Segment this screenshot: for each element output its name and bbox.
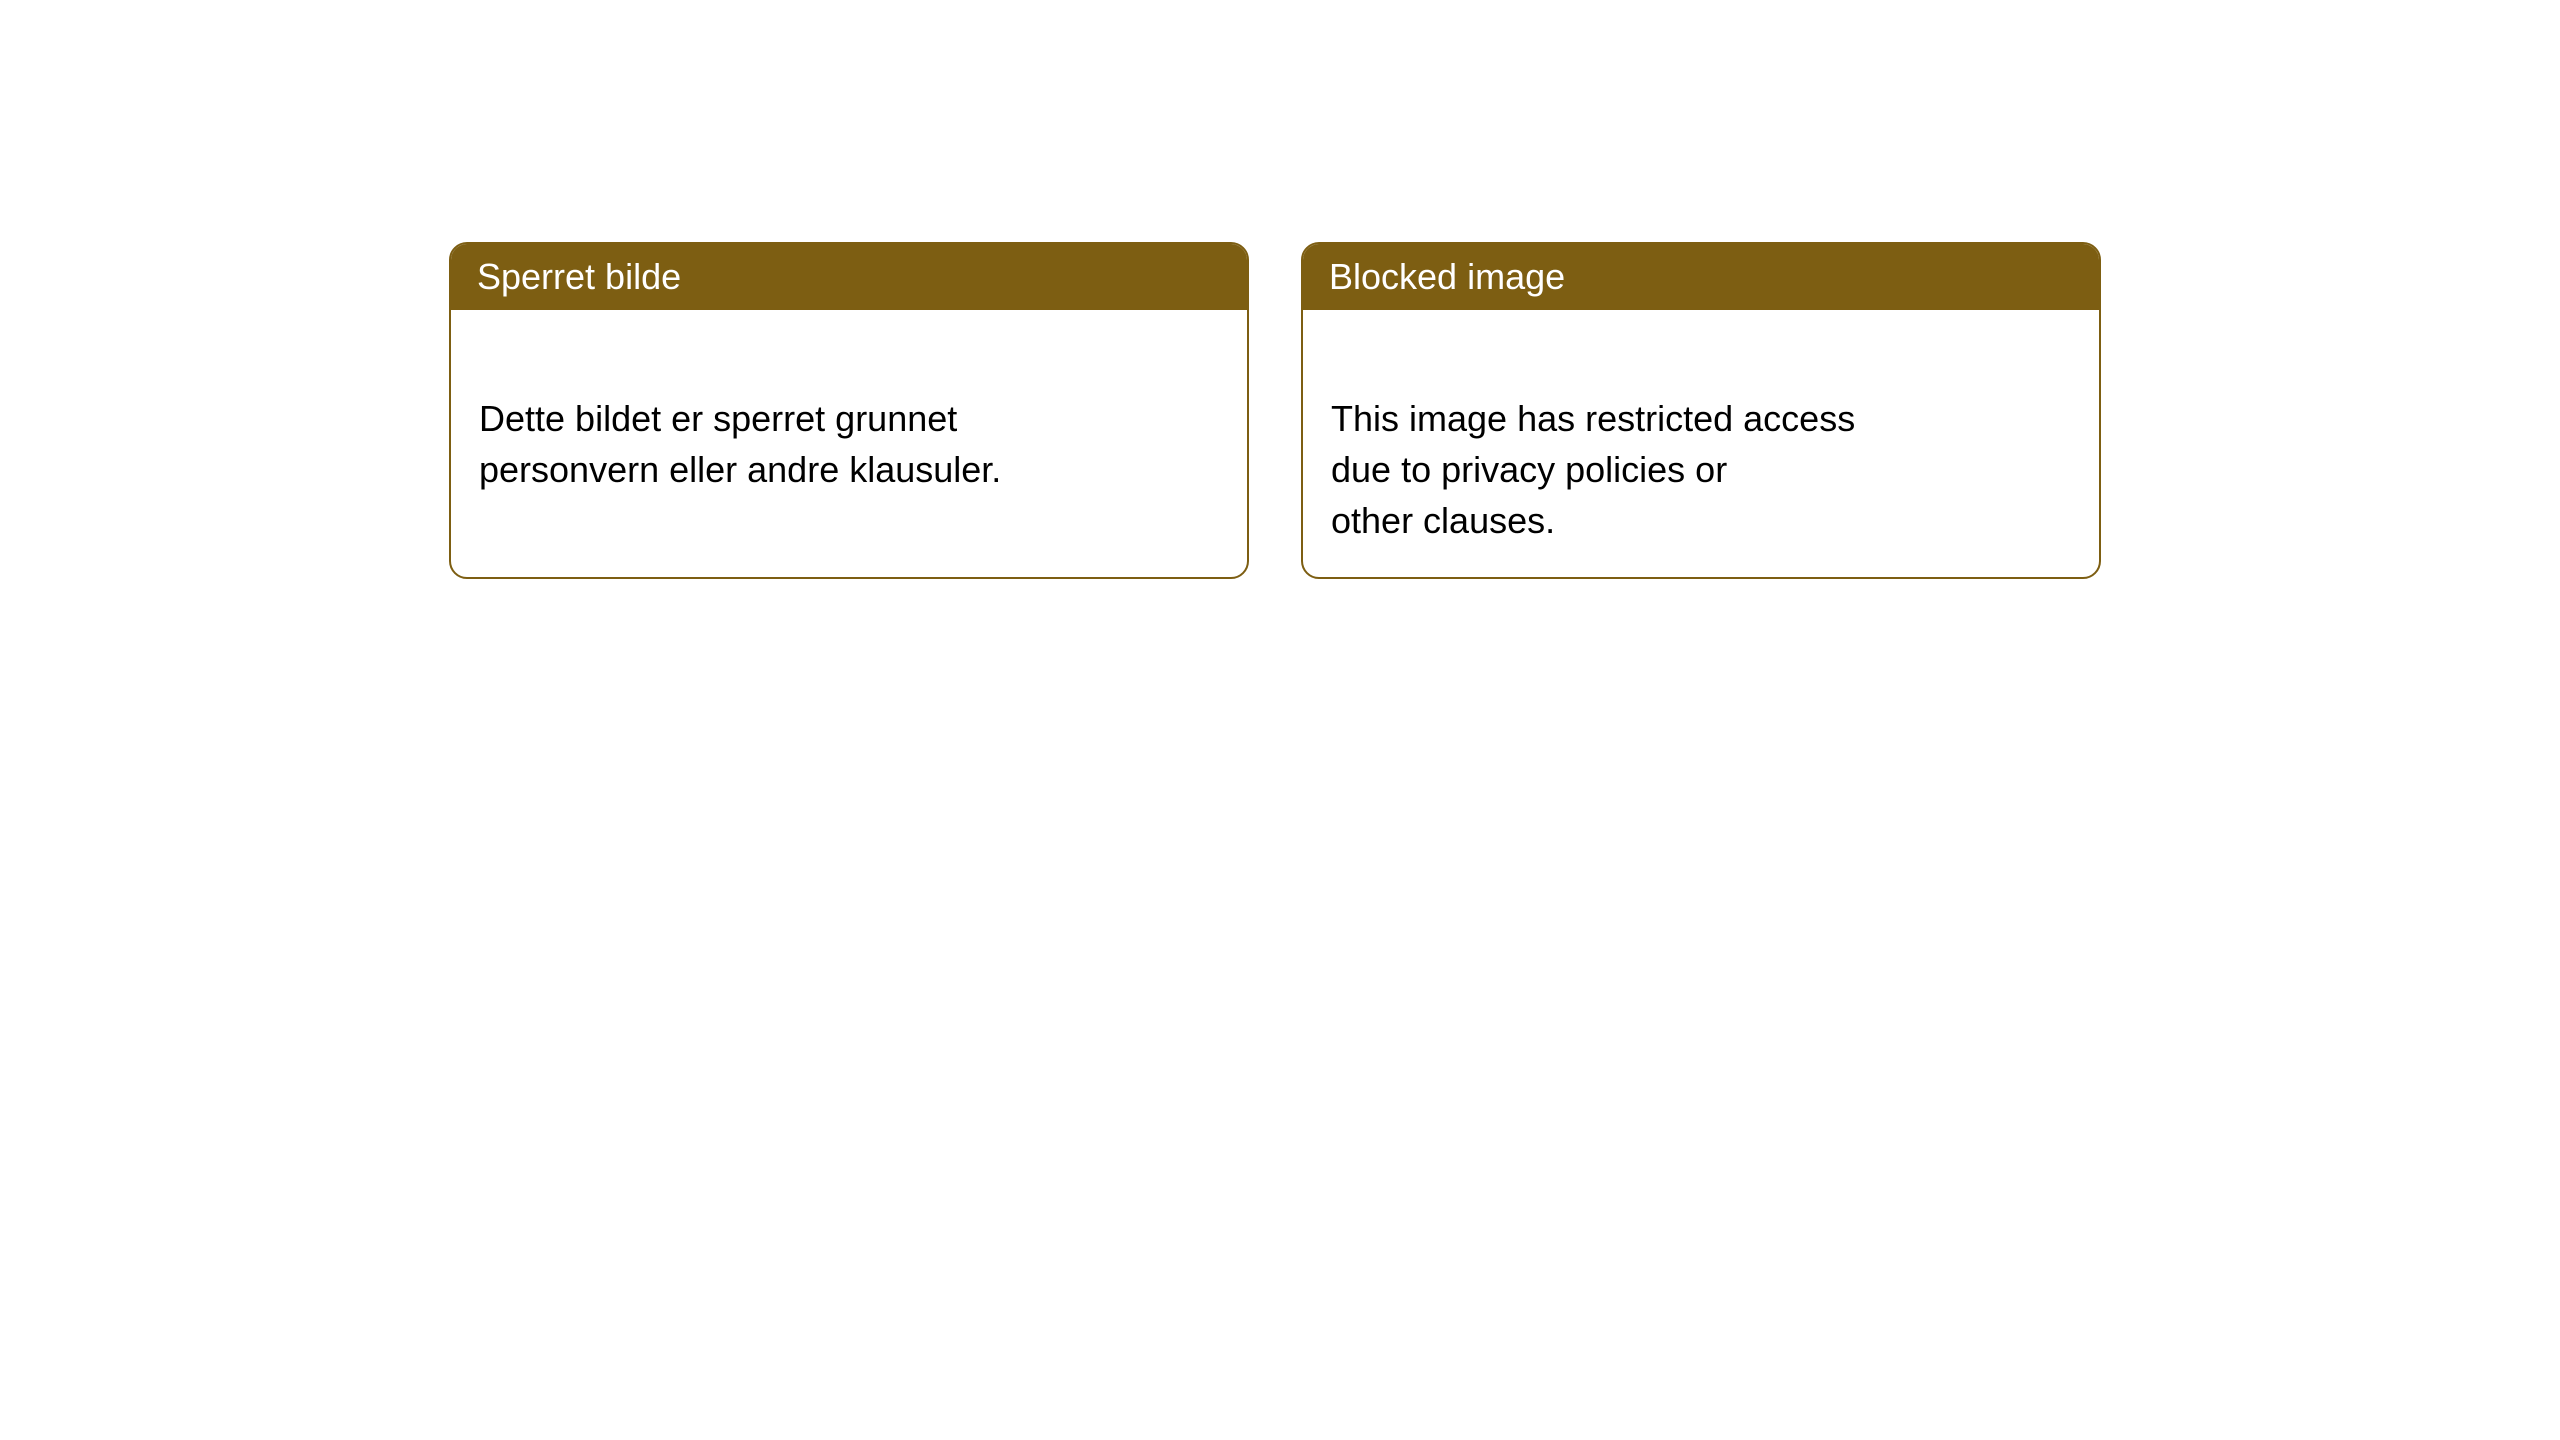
notice-header: Sperret bilde [451,244,1247,310]
notice-body: This image has restricted access due to … [1303,310,2099,578]
notice-title: Sperret bilde [477,256,681,297]
notice-body-text: This image has restricted access due to … [1331,398,1855,541]
notice-container: Sperret bilde Dette bildet er sperret gr… [449,242,2101,579]
notice-box-norwegian: Sperret bilde Dette bildet er sperret gr… [449,242,1249,579]
notice-body: Dette bildet er sperret grunnet personve… [451,310,1247,527]
notice-body-text: Dette bildet er sperret grunnet personve… [479,398,1001,490]
notice-title: Blocked image [1329,256,1565,297]
notice-box-english: Blocked image This image has restricted … [1301,242,2101,579]
notice-header: Blocked image [1303,244,2099,310]
